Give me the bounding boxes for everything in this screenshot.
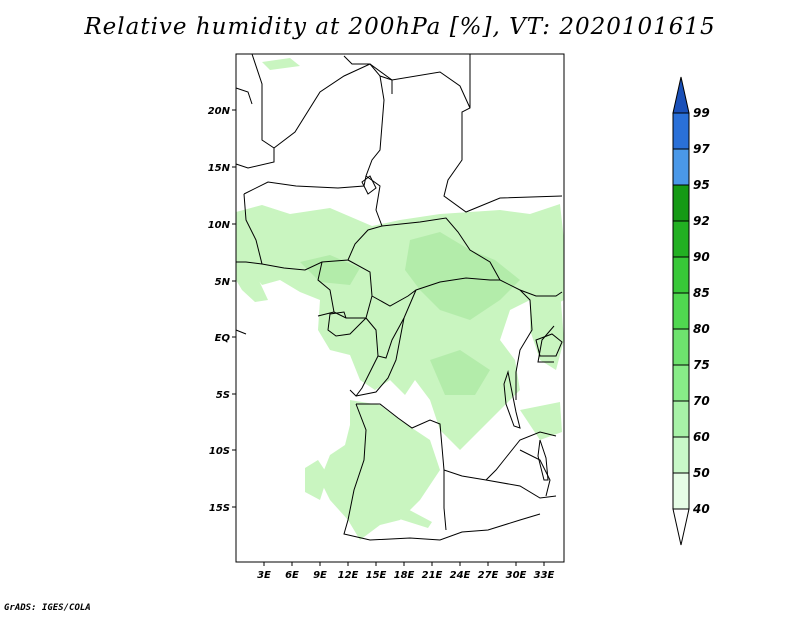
map-title: Relative humidity at 200hPa [%], VT: 202… — [84, 14, 716, 40]
colorbar-segment — [672, 472, 690, 510]
grads-credit: GrADS: IGES/COLA — [4, 603, 91, 613]
colorbar-segment — [672, 256, 690, 294]
colorbar-label: 85 — [693, 286, 710, 300]
lon-label: 15E — [366, 570, 387, 581]
colorbar-label: 70 — [693, 394, 710, 408]
colorbar-segment — [672, 112, 690, 150]
lat-labels: 20N 15N 10N 5N EQ 5S 10S 15S — [208, 106, 231, 514]
lon-label: 33E — [534, 570, 555, 581]
colorbar-label: 40 — [692, 502, 710, 516]
lon-label: 21E — [422, 570, 443, 581]
colorbar-segment — [672, 220, 690, 258]
humidity-patch-far-north — [262, 58, 300, 70]
colorbar-label: 95 — [693, 178, 710, 192]
colorbar-label: 80 — [693, 322, 710, 336]
colorbar-segment — [672, 400, 690, 438]
country-borders — [235, 53, 563, 541]
colorbar-label: 99 — [693, 106, 710, 120]
colorbar-arrow-top — [672, 76, 690, 114]
lake-tanganyika — [503, 370, 521, 429]
colorbar — [672, 76, 690, 546]
humidity-field — [236, 58, 564, 540]
lat-label: 20N — [208, 106, 231, 117]
lon-label: 27E — [478, 570, 499, 581]
lat-label: 5N — [215, 277, 231, 288]
lon-axis — [263, 562, 545, 566]
lake-malawi — [537, 439, 549, 481]
colorbar-segment — [672, 364, 690, 402]
lon-label: 9E — [313, 570, 327, 581]
lat-label: EQ — [215, 333, 231, 344]
lakes — [361, 175, 563, 481]
map-frame — [235, 53, 565, 563]
lake-victoria — [535, 333, 563, 357]
humidity-patch-west — [236, 262, 268, 302]
colorbar-label: 50 — [693, 466, 710, 480]
lat-label: 10S — [209, 446, 230, 457]
colorbar-arrow-bottom — [672, 508, 690, 546]
humidity-patch-strip — [360, 500, 432, 528]
colorbar-segment — [672, 148, 690, 186]
colorbar-labels: 40 50 60 70 75 80 85 90 92 95 97 99 — [692, 106, 710, 516]
colorbar-label: 97 — [693, 142, 710, 156]
lon-label: 3E — [257, 570, 271, 581]
humidity-patch-north — [236, 204, 564, 450]
lat-label: 15N — [208, 163, 231, 174]
humidity-patch-southeast — [520, 402, 562, 440]
lat-label: 5S — [216, 390, 230, 401]
humidity-patch-east — [530, 290, 564, 370]
lat-label: 10N — [208, 220, 231, 231]
humidity-field-mid — [300, 232, 520, 395]
colorbar-segment — [672, 292, 690, 330]
lon-label: 30E — [506, 570, 527, 581]
lat-label: 15S — [209, 503, 230, 514]
lake-chad — [361, 175, 377, 195]
lat-axis — [232, 109, 236, 508]
humidity-patch-south — [320, 400, 440, 540]
colorbar-segment — [672, 184, 690, 222]
colorbar-segment — [672, 328, 690, 366]
lon-label: 18E — [394, 570, 415, 581]
colorbar-segment — [672, 436, 690, 474]
lon-label: 12E — [338, 570, 359, 581]
lon-label: 24E — [450, 570, 471, 581]
lon-labels: 3E 6E 9E 12E 15E 18E 21E 24E 27E 30E 33E — [257, 570, 554, 581]
colorbar-label: 75 — [693, 358, 710, 372]
colorbar-label: 90 — [693, 250, 710, 264]
lon-label: 6E — [285, 570, 299, 581]
colorbar-label: 60 — [693, 430, 710, 444]
humidity-patch-southwest — [305, 460, 328, 500]
colorbar-label: 92 — [693, 214, 710, 228]
